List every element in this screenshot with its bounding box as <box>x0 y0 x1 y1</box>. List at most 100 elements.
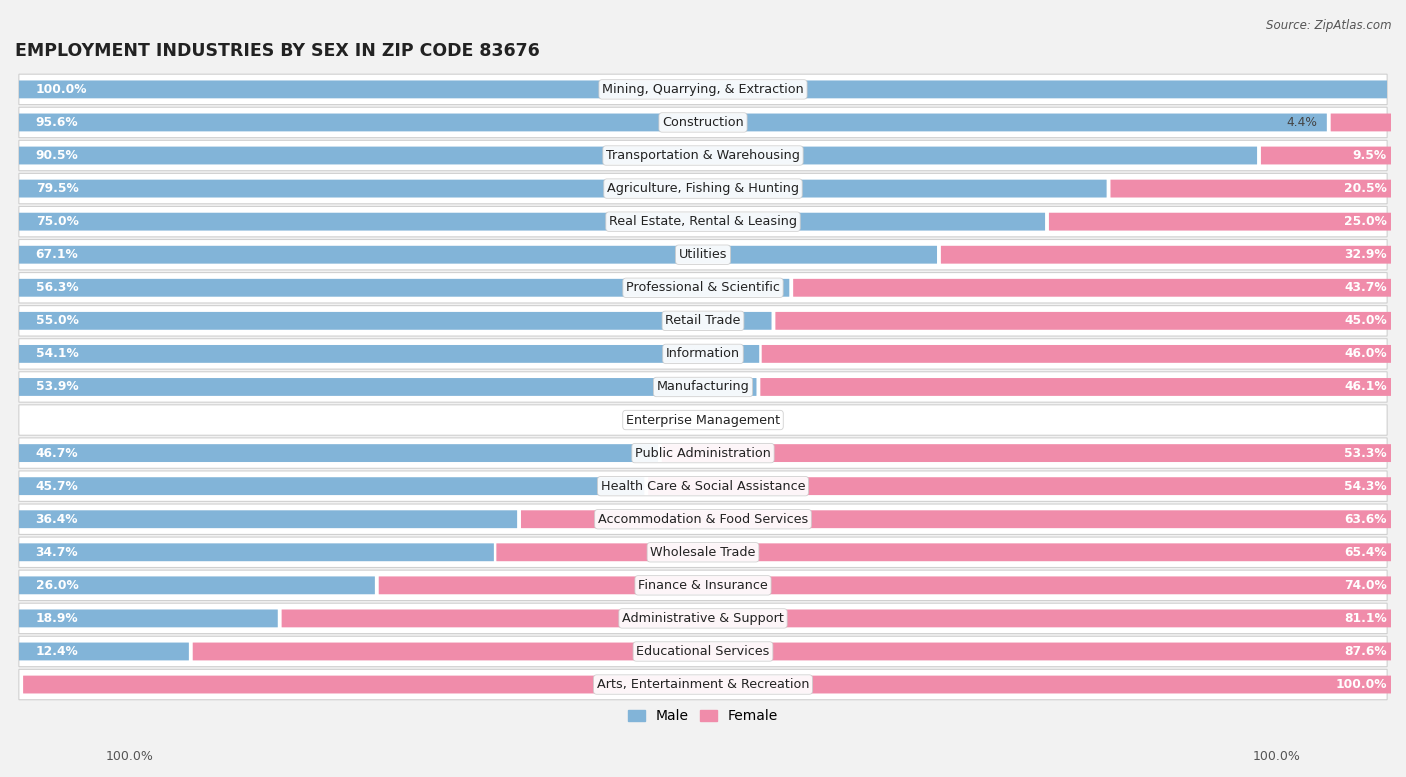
FancyBboxPatch shape <box>496 543 1391 561</box>
Text: Construction: Construction <box>662 116 744 129</box>
Text: 36.4%: 36.4% <box>35 513 79 526</box>
Text: 55.0%: 55.0% <box>35 315 79 327</box>
FancyBboxPatch shape <box>20 510 517 528</box>
Text: 100.0%: 100.0% <box>1336 678 1386 691</box>
FancyBboxPatch shape <box>775 312 1391 329</box>
Text: Public Administration: Public Administration <box>636 447 770 459</box>
Text: Arts, Entertainment & Recreation: Arts, Entertainment & Recreation <box>596 678 810 691</box>
Text: 43.7%: 43.7% <box>1344 281 1386 294</box>
Text: 54.1%: 54.1% <box>35 347 79 361</box>
FancyBboxPatch shape <box>18 74 1388 105</box>
Text: 18.9%: 18.9% <box>35 612 79 625</box>
FancyBboxPatch shape <box>20 113 1327 131</box>
FancyBboxPatch shape <box>18 504 1388 535</box>
Text: 25.0%: 25.0% <box>1344 215 1386 228</box>
Text: Enterprise Management: Enterprise Management <box>626 413 780 427</box>
FancyBboxPatch shape <box>762 345 1391 363</box>
Text: 67.1%: 67.1% <box>35 248 79 261</box>
Text: 53.9%: 53.9% <box>35 381 79 393</box>
Text: Retail Trade: Retail Trade <box>665 315 741 327</box>
Text: Mining, Quarrying, & Extraction: Mining, Quarrying, & Extraction <box>602 83 804 96</box>
FancyBboxPatch shape <box>1111 179 1391 197</box>
Text: Manufacturing: Manufacturing <box>657 381 749 393</box>
FancyBboxPatch shape <box>20 312 772 329</box>
Text: Utilities: Utilities <box>679 248 727 261</box>
FancyBboxPatch shape <box>18 537 1388 567</box>
FancyBboxPatch shape <box>662 444 1391 462</box>
FancyBboxPatch shape <box>20 643 188 660</box>
Text: Transportation & Warehousing: Transportation & Warehousing <box>606 149 800 162</box>
Text: 63.6%: 63.6% <box>1344 513 1386 526</box>
Text: Professional & Scientific: Professional & Scientific <box>626 281 780 294</box>
FancyBboxPatch shape <box>22 676 1391 693</box>
Text: 79.5%: 79.5% <box>35 182 79 195</box>
Text: 46.0%: 46.0% <box>1344 347 1386 361</box>
Text: 100.0%: 100.0% <box>1253 750 1301 763</box>
FancyBboxPatch shape <box>193 643 1391 660</box>
Text: 81.1%: 81.1% <box>1344 612 1386 625</box>
Text: 65.4%: 65.4% <box>1344 545 1386 559</box>
FancyBboxPatch shape <box>20 147 1257 165</box>
FancyBboxPatch shape <box>18 141 1388 171</box>
FancyBboxPatch shape <box>20 179 1107 197</box>
Text: 95.6%: 95.6% <box>35 116 79 129</box>
Text: 90.5%: 90.5% <box>35 149 79 162</box>
FancyBboxPatch shape <box>378 577 1391 594</box>
FancyBboxPatch shape <box>18 371 1388 402</box>
FancyBboxPatch shape <box>18 273 1388 303</box>
FancyBboxPatch shape <box>18 669 1388 700</box>
FancyBboxPatch shape <box>20 213 1045 231</box>
Text: 26.0%: 26.0% <box>35 579 79 592</box>
FancyBboxPatch shape <box>18 339 1388 369</box>
FancyBboxPatch shape <box>1049 213 1391 231</box>
FancyBboxPatch shape <box>18 570 1388 601</box>
FancyBboxPatch shape <box>18 107 1388 138</box>
Text: 32.9%: 32.9% <box>1344 248 1386 261</box>
Text: 34.7%: 34.7% <box>35 545 79 559</box>
Text: 53.3%: 53.3% <box>1344 447 1386 459</box>
Text: Information: Information <box>666 347 740 361</box>
FancyBboxPatch shape <box>18 405 1388 435</box>
FancyBboxPatch shape <box>941 246 1391 263</box>
FancyBboxPatch shape <box>522 510 1391 528</box>
Text: 46.1%: 46.1% <box>1344 381 1386 393</box>
FancyBboxPatch shape <box>1330 113 1391 131</box>
FancyBboxPatch shape <box>20 279 789 297</box>
Legend: Male, Female: Male, Female <box>623 703 783 729</box>
Text: Source: ZipAtlas.com: Source: ZipAtlas.com <box>1267 19 1392 33</box>
FancyBboxPatch shape <box>1261 147 1391 165</box>
Text: 87.6%: 87.6% <box>1344 645 1386 658</box>
FancyBboxPatch shape <box>18 207 1388 237</box>
FancyBboxPatch shape <box>281 609 1391 627</box>
Text: Accommodation & Food Services: Accommodation & Food Services <box>598 513 808 526</box>
Text: Educational Services: Educational Services <box>637 645 769 658</box>
Text: Real Estate, Rental & Leasing: Real Estate, Rental & Leasing <box>609 215 797 228</box>
Text: 46.7%: 46.7% <box>35 447 79 459</box>
Text: 45.7%: 45.7% <box>35 479 79 493</box>
FancyBboxPatch shape <box>648 477 1391 495</box>
FancyBboxPatch shape <box>761 378 1391 396</box>
Text: 75.0%: 75.0% <box>35 215 79 228</box>
Text: Administrative & Support: Administrative & Support <box>621 612 785 625</box>
Text: 100.0%: 100.0% <box>105 750 153 763</box>
Text: 9.5%: 9.5% <box>1353 149 1386 162</box>
FancyBboxPatch shape <box>20 444 658 462</box>
FancyBboxPatch shape <box>18 603 1388 633</box>
Text: 12.4%: 12.4% <box>35 645 79 658</box>
FancyBboxPatch shape <box>18 636 1388 667</box>
Text: Health Care & Social Assistance: Health Care & Social Assistance <box>600 479 806 493</box>
Text: 74.0%: 74.0% <box>1344 579 1386 592</box>
Text: 54.3%: 54.3% <box>1344 479 1386 493</box>
Text: 100.0%: 100.0% <box>35 83 87 96</box>
FancyBboxPatch shape <box>18 471 1388 501</box>
FancyBboxPatch shape <box>18 173 1388 204</box>
FancyBboxPatch shape <box>18 239 1388 270</box>
FancyBboxPatch shape <box>20 378 756 396</box>
FancyBboxPatch shape <box>20 543 494 561</box>
FancyBboxPatch shape <box>20 81 1386 99</box>
Text: Agriculture, Fishing & Hunting: Agriculture, Fishing & Hunting <box>607 182 799 195</box>
Text: 45.0%: 45.0% <box>1344 315 1386 327</box>
FancyBboxPatch shape <box>20 345 759 363</box>
Text: EMPLOYMENT INDUSTRIES BY SEX IN ZIP CODE 83676: EMPLOYMENT INDUSTRIES BY SEX IN ZIP CODE… <box>15 42 540 60</box>
FancyBboxPatch shape <box>20 577 375 594</box>
